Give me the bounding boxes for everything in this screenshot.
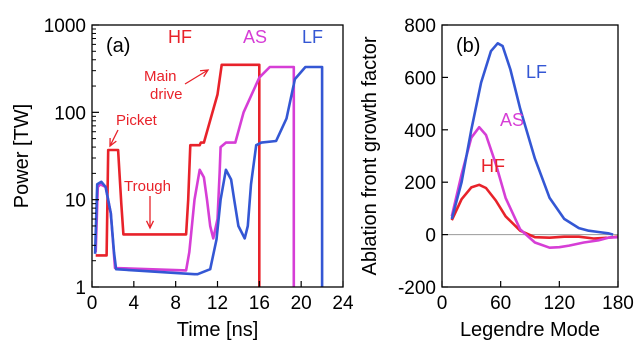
panel-label-a: (a) (106, 35, 130, 57)
y-tick-label-b: 400 (404, 121, 436, 142)
series-label-lf-a: LF (302, 27, 323, 47)
x-tick-label-b: 0 (437, 293, 448, 314)
y-tick-label-b: -200 (398, 278, 436, 299)
y-axis-label-b: Ablation front growth factor (359, 36, 381, 275)
arrow-picket-head (109, 137, 117, 148)
y-tick-label-a: 100 (54, 103, 86, 124)
x-tick-label-b: 120 (543, 293, 575, 314)
annotation-trough: Trough (124, 178, 171, 195)
series-label-hf-a: HF (168, 27, 192, 47)
y-tick-label-a: 10 (65, 191, 86, 212)
x-tick-label-a: 0 (87, 293, 98, 314)
series-label-as-a: AS (243, 27, 267, 47)
annotation-picket: Picket (116, 112, 158, 129)
arrow-main-drive-head (199, 69, 210, 78)
y-tick-label-a: 1000 (44, 16, 86, 37)
series-as-power (94, 65, 296, 287)
x-axis-label-a: Time [ns] (177, 319, 259, 341)
arrow-trough-head (145, 220, 155, 230)
y-tick-label-b: 600 (404, 68, 436, 89)
series-hf-power (95, 63, 261, 287)
series-label-as-b: AS (500, 110, 524, 130)
series-label-hf-b: HF (481, 156, 505, 176)
x-tick-label-a: 8 (170, 293, 181, 314)
panel-label-b: (b) (456, 35, 480, 57)
plot-frame-b (441, 24, 619, 288)
x-axis-label-b: Legendre Mode (460, 319, 600, 341)
y-axis-label-a: Power [TW] (11, 104, 33, 208)
arrow-main-drive (184, 69, 209, 85)
x-tick-label-a: 16 (249, 293, 270, 314)
y-tick-label-b: 0 (425, 226, 436, 247)
y-tick-label-b: 200 (404, 173, 436, 194)
series-lf-growth (450, 41, 614, 236)
x-tick-label-a: 12 (207, 293, 228, 314)
plot-frame-a (91, 24, 344, 288)
y-tick-label-a: 1 (75, 278, 86, 299)
x-tick-label-b: 60 (490, 293, 511, 314)
annotation-main: Main (144, 68, 177, 85)
x-tick-label-a: 24 (332, 293, 354, 314)
x-tick-label-b: 180 (602, 293, 634, 314)
y-tick-label-b: 800 (404, 16, 436, 37)
annotation-drive: drive (150, 86, 183, 103)
arrow-picket (109, 129, 119, 147)
series-label-lf-b: LF (526, 62, 547, 82)
series-as-growth (450, 125, 619, 249)
x-tick-label-a: 4 (129, 293, 140, 314)
x-tick-label-a: 20 (291, 293, 312, 314)
series-lf-power (93, 65, 324, 287)
